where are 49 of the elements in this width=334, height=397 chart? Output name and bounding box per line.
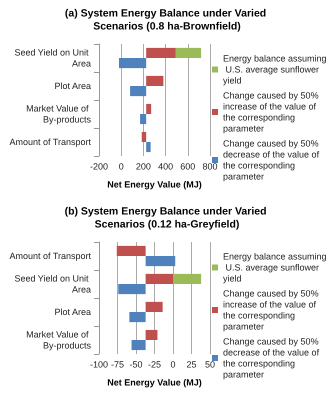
bar xyxy=(146,48,176,58)
x-tick-label: 0 xyxy=(118,162,124,172)
legend-label: Change caused by 50% increase of the value of the corresponding parameter xyxy=(223,90,322,134)
y-tick-label: Market Value of By-products xyxy=(26,104,92,124)
bar xyxy=(146,256,176,266)
y-tick-label: Seed Yield on Unit Area xyxy=(14,48,91,68)
chart-title: (a) System Energy Balance under Varied Scenarios (0.8 ha-Brownfield) xyxy=(64,8,270,32)
x-tick-label: -50 xyxy=(129,360,143,370)
bar xyxy=(129,312,146,322)
bar xyxy=(173,274,202,284)
bar xyxy=(116,246,146,256)
y-tick-label: Amount of Transport xyxy=(9,251,92,261)
bar xyxy=(118,284,146,294)
x-axis-title: Net Energy Value (MJ) xyxy=(107,180,202,190)
bar xyxy=(140,114,146,124)
bar xyxy=(146,104,152,114)
x-tick-label: 400 xyxy=(158,162,174,172)
x-tick-label: -25 xyxy=(148,360,162,370)
legend-label: Change caused by 50% decrease of the value of the corresponding parameter xyxy=(223,138,322,182)
x-tick-label: 0 xyxy=(170,360,176,370)
x-tick-label: 600 xyxy=(180,162,196,172)
bar xyxy=(146,76,164,86)
bar xyxy=(132,340,146,350)
x-axis-title: Net Energy Value (MJ) xyxy=(107,378,202,388)
x-tick-label: -75 xyxy=(110,360,124,370)
legend-label: Change caused by 50% increase of the value of the corresponding parameter xyxy=(223,288,322,332)
x-tick-label: 800 xyxy=(202,162,218,172)
x-tick-label: -100 xyxy=(90,360,108,370)
x-tick-label: -200 xyxy=(90,162,108,172)
bar xyxy=(118,58,146,68)
bar xyxy=(146,274,173,284)
chart-title: (b) System Energy Balance under Varied Scenarios (0.12 ha-Greyfield) xyxy=(64,206,270,230)
bar xyxy=(130,86,146,96)
y-tick-label: Plot Area xyxy=(54,81,91,91)
bar xyxy=(146,142,151,152)
bar xyxy=(176,48,202,58)
legend-label: Energy balance assuming U.S. average sunflower yield xyxy=(223,252,327,284)
y-tick-label: Seed Yield on Unit Area xyxy=(14,274,91,294)
bar xyxy=(146,330,158,340)
x-tick-label: 200 xyxy=(136,162,151,172)
bar xyxy=(146,302,163,312)
y-tick-label: Market Value of By-products xyxy=(26,330,92,350)
x-tick-label: 50 xyxy=(204,360,216,370)
bar xyxy=(142,132,146,142)
y-tick-label: Plot Area xyxy=(54,307,91,317)
y-tick-label: Amount of Transport xyxy=(9,137,92,147)
legend-label: Change caused by 50% decrease of the value of the corresponding parameter xyxy=(223,336,322,380)
legend-label: Energy balance assuming U.S. average sunflower yield xyxy=(223,54,327,86)
x-tick-label: 25 xyxy=(186,360,197,370)
